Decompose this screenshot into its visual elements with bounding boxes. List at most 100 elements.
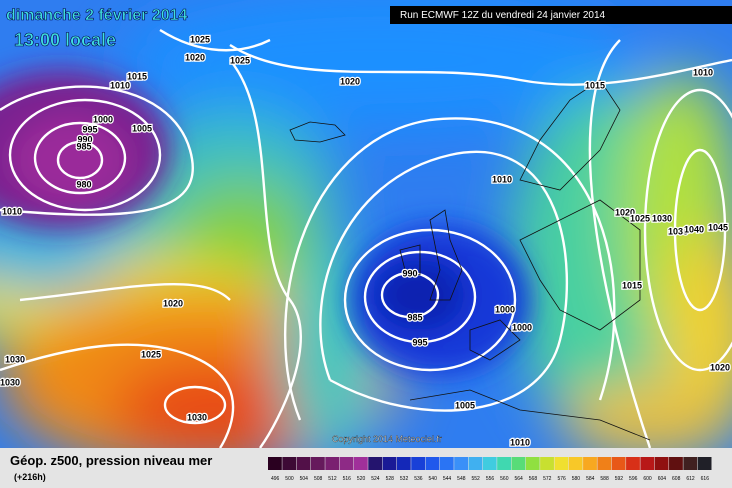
- isobar-label: 1010: [510, 437, 530, 447]
- colorbar-label: 612: [686, 476, 695, 482]
- isobar-label: 1030: [652, 213, 672, 223]
- colorbar-swatch: [310, 457, 325, 470]
- colorbar-swatch: [296, 457, 311, 470]
- isobar-label: 1045: [708, 222, 728, 232]
- colorbar-swatch: [468, 457, 483, 470]
- colorbar-label: 616: [701, 476, 710, 482]
- colorbar-swatch: [325, 457, 340, 470]
- isobar-label: 1010: [110, 80, 130, 90]
- map: [0, 0, 732, 448]
- isobar-label: 1020: [615, 207, 635, 217]
- colorbar-swatch: [425, 457, 440, 470]
- colorbar-swatch: [454, 457, 469, 470]
- colorbar-label: 564: [514, 476, 523, 482]
- coastlines: [289, 79, 651, 441]
- colorbar-label: 532: [400, 476, 409, 482]
- date-title: dimanche 2 février 2014: [6, 7, 188, 24]
- colorbar-swatch: [626, 457, 640, 470]
- isobar-label: 1005: [132, 123, 152, 133]
- isobar-label: 995: [412, 337, 427, 347]
- colorbar-swatch: [640, 457, 655, 470]
- isobar-label: 1010: [693, 67, 713, 77]
- isobar-label: 1015: [585, 80, 605, 90]
- colorbar: 496 500 504 508 512 516 520 524 528 532 536 540 544 5…: [268, 457, 712, 482]
- colorbar-label: 568: [529, 476, 538, 482]
- colorbar-label: 524: [371, 476, 380, 482]
- colorbar-swatch: [525, 457, 540, 470]
- colorbar-label: 496: [271, 476, 280, 482]
- colorbar-swatch: [482, 457, 497, 470]
- isobar-label: 1020: [163, 298, 183, 308]
- isobar-label: 1020: [710, 362, 730, 372]
- colorbar-label: 536: [414, 476, 423, 482]
- colorbar-swatch: [511, 457, 526, 470]
- colorbar-swatch: [597, 457, 612, 470]
- isobar-label: 1030: [187, 412, 207, 422]
- colorbar-label: 584: [586, 476, 595, 482]
- isobar-label: 1035: [668, 226, 688, 236]
- isobar-label: 1015: [127, 71, 147, 81]
- legend-title: Géop. z500, pression niveau mer: [10, 453, 212, 468]
- colorbar-label: 508: [314, 476, 323, 482]
- isobar-label: 1010: [492, 174, 512, 184]
- isobar-label: 1030: [5, 354, 25, 364]
- isobar-label: 990: [402, 268, 417, 278]
- colorbar-label: 596: [629, 476, 638, 482]
- colorbar-label: 576: [557, 476, 566, 482]
- colorbar-label: 600: [643, 476, 652, 482]
- isobar-label: 1010: [2, 206, 22, 216]
- colorbar-label: 520: [357, 476, 366, 482]
- isobar-label: 1015: [622, 280, 642, 290]
- time-title: 13:00 locale: [14, 30, 116, 50]
- isobar-label: 1025: [230, 55, 250, 65]
- isobar-label: 1020: [340, 76, 360, 86]
- colorbar-swatch: [439, 457, 454, 470]
- isobar-label: 1005: [455, 400, 475, 410]
- forecast-lead: (+216h): [14, 472, 46, 482]
- isobar-label: 1025: [630, 213, 650, 223]
- colorbar-swatch: [683, 457, 698, 470]
- colorbar-swatch: [583, 457, 597, 470]
- colorbar-swatch: [669, 457, 683, 470]
- isobar-label: 985: [407, 312, 422, 322]
- colorbar-swatch: [368, 457, 383, 470]
- isobar-label: 990: [77, 134, 92, 144]
- isobar-label: 1000: [512, 322, 532, 332]
- isobar-label: 1025: [190, 34, 210, 44]
- colorbar-swatch: [611, 457, 626, 470]
- colorbar-swatch: [382, 457, 397, 470]
- isobar-label: 995: [82, 124, 97, 134]
- colorbar-swatch: [568, 457, 583, 470]
- colorbar-swatch: [396, 457, 411, 470]
- isobar-label: 1040: [684, 224, 704, 234]
- colorbar-swatch: [540, 457, 554, 470]
- colorbar-label: 512: [328, 476, 337, 482]
- colorbar-swatch: [654, 457, 669, 470]
- colorbar-label: 548: [457, 476, 466, 482]
- isobar-label: 1000: [93, 114, 113, 124]
- colorbar-swatch: [554, 457, 569, 470]
- isobar-label: 1020: [185, 52, 205, 62]
- colorbar-swatch: [697, 457, 712, 470]
- colorbar-label: 540: [429, 476, 438, 482]
- colorbar-swatch: [411, 457, 426, 470]
- isobars: [0, 28, 732, 448]
- colorbar-swatch: [497, 457, 511, 470]
- isobar-label: 985: [76, 141, 91, 151]
- isobar-label: 980: [76, 179, 91, 189]
- colorbar-label: 588: [600, 476, 609, 482]
- colorbar-label: 528: [386, 476, 395, 482]
- run-info: Run ECMWF 12Z du vendredi 24 janvier 201…: [400, 10, 606, 21]
- colorbar-label: 592: [615, 476, 624, 482]
- colorbar-swatch: [339, 457, 354, 470]
- isobar-label: 1000: [495, 304, 515, 314]
- colorbar-label: 500: [285, 476, 294, 482]
- colorbar-label: 516: [343, 476, 352, 482]
- colorbar-label: 572: [543, 476, 552, 482]
- colorbar-label: 556: [486, 476, 495, 482]
- colorbar-label: 552: [472, 476, 481, 482]
- colorbar-label: 580: [572, 476, 581, 482]
- colorbar-label: 608: [672, 476, 681, 482]
- copyright: Copyright 2014 Meteociel.fr: [332, 434, 442, 444]
